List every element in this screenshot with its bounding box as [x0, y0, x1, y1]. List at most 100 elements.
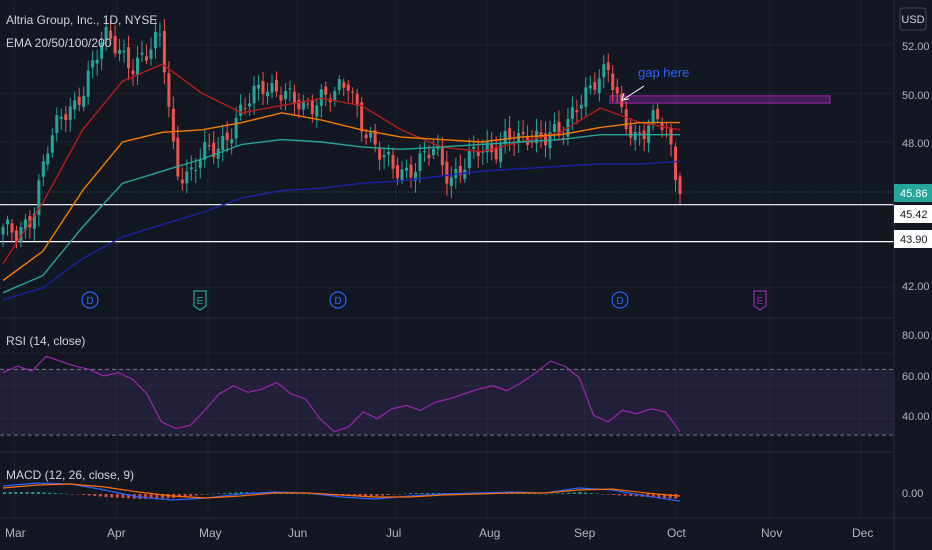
candle-body: [355, 93, 359, 106]
candle-body: [140, 52, 144, 55]
macd-histogram-bar: [65, 493, 69, 495]
candle-body: [248, 103, 252, 107]
candle-body: [113, 35, 117, 54]
macd-histogram-bar: [42, 492, 46, 494]
candle-body: [472, 146, 476, 149]
candle-body: [494, 148, 498, 160]
candle-body: [73, 100, 77, 110]
ema-legend[interactable]: EMA 20/50/100/200: [6, 36, 112, 50]
annotation-text: gap here: [638, 65, 689, 80]
candle-body: [144, 56, 148, 61]
candle-body: [310, 100, 314, 115]
macd-histogram-bar: [177, 494, 181, 498]
currency-button-frame[interactable]: [899, 7, 927, 31]
candle-body: [633, 131, 637, 141]
candle-body: [669, 128, 673, 145]
candle-body: [257, 84, 261, 89]
candle-body: [234, 117, 238, 139]
candle-body: [615, 87, 619, 94]
time-tick: Jun: [288, 526, 307, 540]
price-axis[interactable]: 52.00 50.00 48.00 42.00: [902, 41, 930, 293]
candle-body: [588, 85, 592, 89]
candle-body: [315, 105, 319, 117]
candle-body: [530, 141, 534, 143]
macd-histogram-bar: [623, 494, 627, 496]
currency-label[interactable]: USD: [901, 14, 924, 26]
rsi-tick: 60.00: [902, 371, 930, 383]
candle-body: [378, 148, 382, 160]
macd-pane: [2, 482, 681, 502]
time-axis[interactable]: Mar Apr May Jun Jul Aug Sep Oct Nov Dec: [5, 526, 873, 540]
rsi-axis[interactable]: 80.00 60.00 40.00: [902, 330, 930, 423]
candle-body: [552, 124, 556, 132]
currency-button[interactable]: USD: [899, 7, 927, 31]
annotation-arrow: [623, 85, 645, 100]
event-letter: E: [197, 296, 204, 307]
price-tick: 42.00: [902, 281, 930, 293]
candle-body: [678, 176, 682, 194]
macd-histogram-bar: [93, 494, 97, 496]
macd-histogram-bar: [629, 494, 633, 496]
annotation: gap here: [621, 65, 689, 101]
candle-body: [239, 104, 243, 116]
candle-body: [149, 49, 153, 59]
candle-body: [584, 87, 588, 107]
macd-histogram-bar: [403, 493, 407, 494]
price-tick: 52.00: [902, 41, 930, 53]
candle-body: [387, 151, 391, 155]
macd-histogram-bar: [561, 493, 565, 494]
event-letter: D: [616, 296, 623, 307]
candle-body: [651, 110, 655, 124]
ema100-line: [2, 133, 680, 294]
macd-histogram-bar: [634, 494, 638, 497]
time-tick: Aug: [479, 526, 500, 540]
macd-histogram-bar: [567, 492, 571, 494]
macd-histogram-bar: [369, 494, 373, 496]
gap-zone-rect: [609, 95, 831, 104]
candle-body: [288, 88, 292, 90]
candle-body: [597, 78, 601, 94]
macd-histogram-bar: [538, 493, 542, 495]
candle-body: [207, 145, 211, 147]
candle-body: [171, 108, 175, 142]
candle-body: [10, 223, 14, 233]
macd-signal-line: [2, 483, 681, 499]
candle-body: [467, 150, 471, 169]
macd-histogram-bar: [239, 492, 243, 494]
time-tick: Mar: [5, 526, 26, 540]
level-label: 43.90: [894, 230, 932, 248]
rsi-legend[interactable]: RSI (14, close): [6, 334, 85, 348]
macd-histogram-bar: [572, 492, 576, 494]
rsi-band: [0, 368, 894, 436]
candle-body: [252, 85, 256, 104]
candle-body: [396, 165, 400, 179]
event-letter: E: [757, 296, 764, 307]
macd-histogram-bar: [183, 494, 187, 497]
dividend-icon: [611, 291, 629, 309]
candle-body: [449, 177, 453, 186]
macd-histogram-bar: [290, 493, 294, 494]
last-price-badge: [894, 184, 932, 202]
candle-body: [185, 171, 189, 184]
candle-body: [82, 95, 86, 107]
macd-histogram-bar: [110, 494, 114, 498]
macd-histogram-bar: [302, 493, 306, 495]
candle-body: [55, 115, 59, 134]
event-letter: D: [334, 296, 341, 307]
candle-body: [638, 132, 642, 134]
macd-axis[interactable]: 0.00: [902, 488, 923, 500]
macd-histogram-bar: [285, 493, 289, 494]
candle-body: [674, 146, 678, 181]
candle-body: [162, 31, 166, 73]
candle-body: [292, 91, 296, 104]
macd-legend[interactable]: MACD (12, 26, close, 9): [6, 468, 134, 482]
candle-body: [324, 86, 328, 95]
macd-histogram-bar: [431, 493, 435, 494]
macd-histogram-bar: [392, 494, 396, 495]
dividend-icon: [81, 291, 99, 309]
candle-body: [158, 34, 162, 36]
candle-body: [333, 91, 337, 101]
